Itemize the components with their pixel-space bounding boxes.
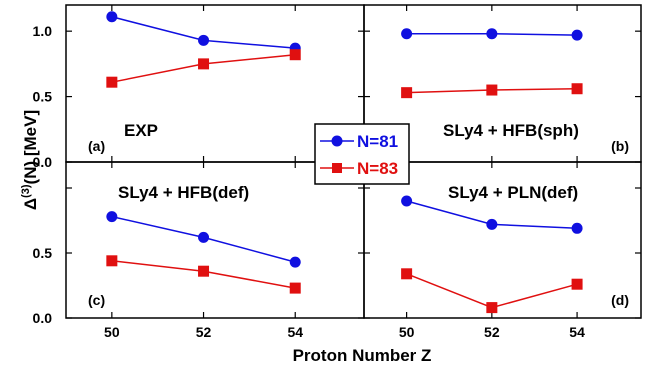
- panel-label: SLy4 + PLN(def): [448, 183, 578, 202]
- data-point-circle: [289, 256, 301, 268]
- legend-label-n83: N=83: [357, 159, 398, 178]
- data-point-square: [106, 76, 118, 88]
- y-axis-label-sup: (3): [20, 184, 32, 198]
- panel-tag: (b): [611, 138, 629, 154]
- data-point-square: [571, 83, 583, 95]
- y-tick-label: 1.0: [33, 23, 53, 39]
- x-tick-label: 52: [484, 324, 500, 340]
- panel-label: SLy4 + HFB(def): [118, 183, 249, 202]
- data-point-circle: [401, 195, 413, 207]
- data-point-circle: [571, 29, 583, 41]
- legend-marker-n83: [332, 163, 342, 173]
- legend-label-n81: N=81: [357, 132, 398, 151]
- data-point-circle: [106, 211, 118, 223]
- data-point-circle: [401, 28, 413, 40]
- panel-d: 50 52 54 SLy4 + PLN(def) (d): [363, 161, 642, 340]
- x-axis-label: Proton Number Z: [293, 346, 432, 365]
- data-point-square: [289, 49, 301, 61]
- data-point-square: [401, 268, 413, 280]
- data-point-square: [289, 282, 301, 294]
- panel-tag: (c): [88, 292, 105, 308]
- data-point-circle: [106, 11, 118, 23]
- data-point-circle: [198, 231, 210, 243]
- legend-box: [314, 123, 410, 185]
- x-tick-label: 50: [399, 324, 415, 340]
- panel-b: SLy4 + HFB(sph) (b): [363, 4, 642, 163]
- data-point-square: [198, 265, 210, 277]
- data-point-square: [198, 58, 210, 70]
- x-tick-label: 54: [287, 324, 303, 340]
- data-point-circle: [571, 222, 583, 234]
- y-tick-label: 0.0: [33, 310, 53, 326]
- data-point-square: [401, 87, 413, 99]
- panel-label: SLy4 + HFB(sph): [443, 121, 579, 140]
- panel-c: 0.0 0.5 50 52 54 SLy4 + HFB(def) (c): [33, 161, 365, 340]
- y-tick-label: 0.5: [33, 245, 53, 261]
- x-tick-label: 54: [569, 324, 585, 340]
- y-axis-label: Δ(3)(N) [MeV]: [20, 110, 40, 210]
- data-point-square: [486, 84, 498, 96]
- data-point-square: [486, 302, 498, 314]
- legend: N=81 N=83: [314, 123, 410, 185]
- data-point-circle: [486, 218, 498, 230]
- data-point-square: [571, 278, 583, 290]
- y-tick-label: 0.5: [33, 89, 53, 105]
- data-point-circle: [198, 34, 210, 46]
- panel-tag: (a): [88, 138, 105, 154]
- panel-frame: [363, 161, 642, 319]
- y-axis-label-main: Δ: [21, 198, 40, 210]
- data-point-circle: [486, 28, 498, 40]
- panel-tag: (d): [611, 292, 629, 308]
- y-axis-label-rest: (N) [MeV]: [21, 110, 40, 185]
- x-tick-label: 50: [104, 324, 120, 340]
- panel-label: EXP: [124, 121, 158, 140]
- panels: 0.0 0.5 1.0 EXP (a) SLy4 + HFB(sph) (b) 0.0 0.5 5…: [33, 4, 642, 340]
- legend-marker-n81: [331, 135, 343, 147]
- x-tick-label: 52: [196, 324, 212, 340]
- data-point-square: [106, 255, 118, 267]
- y-tick-label: 0.0: [33, 154, 53, 170]
